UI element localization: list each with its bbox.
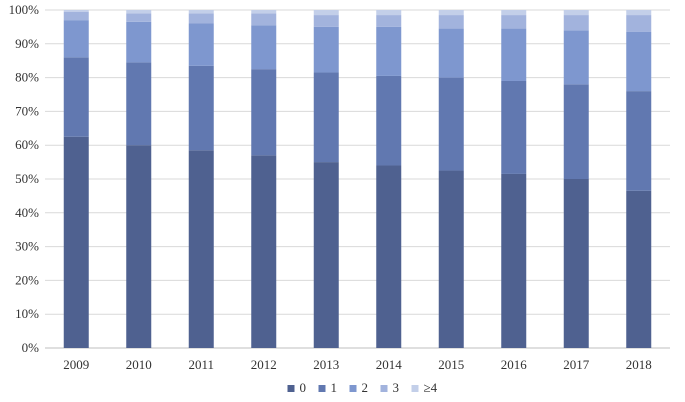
bar-segment — [313, 162, 339, 348]
bar-segment — [626, 10, 652, 16]
bar-segment — [376, 26, 402, 76]
x-tick-label: 2017 — [563, 357, 590, 372]
bar-segment — [313, 72, 339, 163]
y-tick-label: 30% — [15, 239, 39, 254]
bar-segment — [188, 13, 214, 24]
bar-segment — [126, 10, 152, 14]
bar-segment — [63, 11, 89, 21]
x-tick-label: 2011 — [188, 357, 214, 372]
bar-segment — [126, 13, 152, 22]
bar-segment — [251, 69, 277, 156]
bar-segment — [188, 23, 214, 66]
bar-segment — [188, 10, 214, 14]
bar-segment — [438, 77, 464, 171]
bar-segment — [563, 179, 589, 348]
bar-segment — [563, 10, 589, 16]
y-tick-label: 100% — [9, 2, 40, 17]
y-tick-label: 50% — [15, 171, 39, 186]
bar-segment — [438, 15, 464, 29]
bars — [63, 10, 652, 348]
x-tick-label: 2014 — [376, 357, 403, 372]
bar-segment — [63, 57, 89, 137]
bar-segment — [313, 15, 339, 27]
legend-swatch — [411, 385, 419, 392]
x-tick-label: 2009 — [63, 357, 89, 372]
bar-segment — [313, 10, 339, 16]
bar-segment — [626, 190, 652, 348]
bar-segment — [188, 65, 214, 151]
y-tick-label: 60% — [15, 137, 39, 152]
bar-segment — [501, 80, 527, 174]
bar-segment — [188, 150, 214, 348]
legend-swatch — [287, 385, 295, 392]
bar-segment — [63, 20, 89, 58]
y-axis: 0% 10% 20% 30% 40% 50% 60% 70% 80% 90% 100% — [9, 2, 40, 355]
x-tick-label: 2015 — [438, 357, 464, 372]
bar-segment — [251, 10, 277, 14]
y-tick-label: 20% — [15, 272, 39, 287]
x-axis: 2009 2010 2011 2012 2013 2014 2015 2016 2017 2018 — [63, 357, 652, 372]
bar-segment — [251, 13, 277, 26]
y-tick-label: 70% — [15, 103, 39, 118]
legend-swatch — [380, 385, 388, 392]
bar-segment — [501, 28, 527, 81]
bar-segment — [126, 21, 152, 63]
bar-segment — [376, 165, 402, 348]
legend-label: 0 — [300, 380, 307, 395]
bar-segment — [563, 15, 589, 31]
legend-label: 2 — [362, 380, 369, 395]
x-tick-label: 2016 — [501, 357, 528, 372]
bar-segment — [376, 10, 402, 16]
bar-segment — [626, 31, 652, 92]
legend-swatch — [318, 385, 326, 392]
legend-label: 3 — [393, 380, 400, 395]
bar-segment — [626, 15, 652, 32]
bar-segment — [626, 91, 652, 191]
x-tick-label: 2012 — [251, 357, 277, 372]
bar-segment — [126, 145, 152, 348]
bar-segment — [376, 75, 402, 166]
legend-swatch — [349, 385, 357, 392]
y-tick-label: 90% — [15, 36, 39, 51]
bar-segment — [251, 25, 277, 70]
y-tick-label: 10% — [15, 306, 39, 321]
bar-segment — [438, 28, 464, 78]
bar-segment — [563, 84, 589, 179]
x-tick-label: 2010 — [126, 357, 152, 372]
bar-segment — [63, 10, 89, 12]
bar-segment — [501, 15, 527, 29]
x-tick-label: 2018 — [626, 357, 652, 372]
bar-segment — [438, 170, 464, 348]
bar-segment — [438, 10, 464, 16]
legend: 0 1 2 3 ≥4 — [287, 380, 438, 395]
bar-segment — [563, 30, 589, 85]
bar-segment — [376, 15, 402, 27]
y-tick-label: 0% — [22, 340, 40, 355]
legend-label: 1 — [331, 380, 338, 395]
legend-label: ≥4 — [424, 380, 438, 395]
bar-segment — [251, 155, 277, 348]
y-tick-label: 80% — [15, 70, 39, 85]
bar-segment — [501, 10, 527, 16]
bar-segment — [126, 62, 152, 146]
bar-segment — [313, 26, 339, 73]
x-tick-label: 2013 — [313, 357, 339, 372]
bar-segment — [501, 173, 527, 348]
y-tick-label: 40% — [15, 205, 39, 220]
bar-segment — [63, 136, 89, 348]
